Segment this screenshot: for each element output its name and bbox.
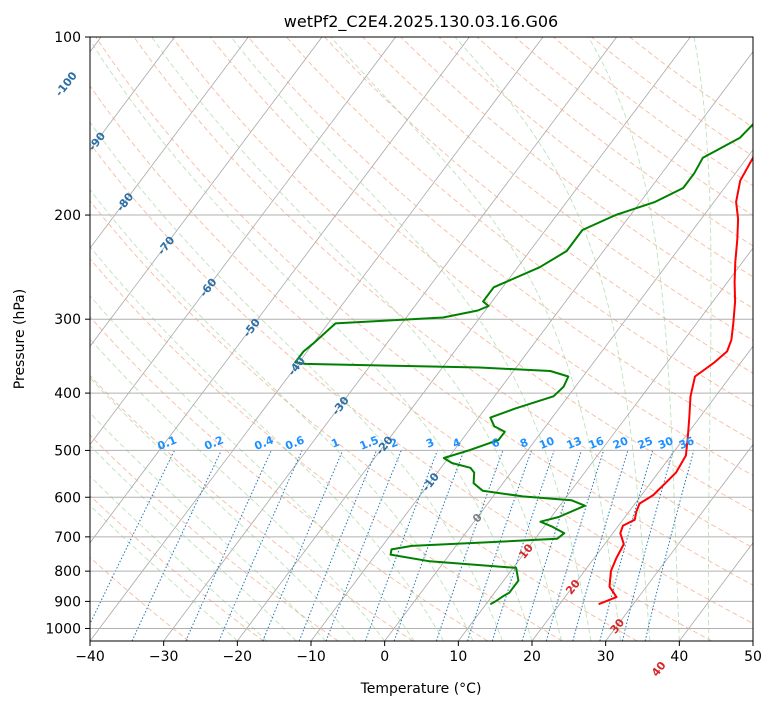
moist-adiabat-line bbox=[454, 37, 651, 641]
moist-adiabat-line bbox=[90, 295, 415, 641]
mixing-ratio-line bbox=[131, 450, 222, 641]
dry-adiabat-line bbox=[90, 200, 638, 641]
dry-adiabat-line bbox=[90, 142, 712, 641]
mixing-ratio-line bbox=[393, 450, 465, 641]
x-tick-label: −40 bbox=[75, 649, 105, 665]
y-tick-label: 300 bbox=[54, 312, 81, 328]
dry-adiabat-line bbox=[90, 316, 488, 641]
y-tick-label: 800 bbox=[54, 564, 81, 580]
mixing-ratio-line bbox=[521, 450, 582, 641]
moist-adiabat-line bbox=[693, 37, 712, 641]
isotherm-line bbox=[90, 37, 470, 544]
x-axis-label: Temperature (°C) bbox=[360, 681, 482, 697]
x-tick-label: −20 bbox=[223, 649, 253, 665]
mixing-ratio-line bbox=[644, 450, 695, 641]
y-tick-label: 700 bbox=[54, 530, 81, 546]
y-axis-label: Pressure (hPa) bbox=[12, 289, 28, 389]
y-tick-label: 200 bbox=[54, 208, 81, 224]
x-tick-label: 40 bbox=[670, 649, 688, 665]
pressure-gridlines bbox=[90, 37, 753, 629]
y-tick-label: 400 bbox=[54, 386, 81, 402]
y-tick-label: 100 bbox=[54, 30, 81, 46]
isotherm-line bbox=[90, 37, 249, 249]
moist-adiabat-line bbox=[230, 37, 592, 641]
isotherm-line bbox=[163, 37, 617, 641]
mixing-ratio-label: 25 bbox=[636, 434, 655, 452]
isotherm-line bbox=[531, 345, 753, 641]
x-tick-label: −30 bbox=[149, 649, 179, 665]
axis-ticks: −40 −30 −20 −10 0 10 20 30 40 50 100 200 300 400 500 60… bbox=[45, 30, 762, 665]
mixing-ratio-label: 13 bbox=[565, 434, 584, 452]
mixing-ratio-label: 36 bbox=[677, 434, 696, 452]
dry-adiabat-line bbox=[133, 37, 753, 549]
dry-adiabat-line bbox=[90, 374, 414, 641]
chart-title: wetPf2_C2E4.2025.130.03.16.G06 bbox=[284, 12, 558, 32]
mixing-ratio-line bbox=[435, 450, 504, 641]
mixing-ratio-label: 2 bbox=[388, 436, 400, 451]
dry-adiabat-line bbox=[209, 37, 753, 477]
mixing-ratio-line bbox=[572, 450, 629, 641]
background-lines bbox=[90, 37, 753, 641]
y-tick-label: 600 bbox=[54, 490, 81, 506]
isotherm-line bbox=[237, 37, 691, 641]
x-tick-label: 20 bbox=[523, 649, 541, 665]
mixing-ratio-line bbox=[325, 450, 402, 641]
mixing-ratio-label: 16 bbox=[587, 434, 606, 452]
x-tick-label: −10 bbox=[296, 649, 326, 665]
mixing-ratio-line bbox=[262, 450, 344, 641]
dewpoint-line bbox=[294, 122, 753, 606]
mixing-ratio-line bbox=[364, 450, 438, 641]
moist-adiabat-line bbox=[90, 504, 238, 641]
dry-adiabat-line bbox=[90, 85, 753, 625]
mixing-ratio-label: 8 bbox=[518, 436, 530, 451]
dry-adiabat-line bbox=[90, 556, 190, 641]
mixing-ratio-line bbox=[491, 450, 555, 641]
mixing-ratio-label: 1 bbox=[329, 436, 341, 451]
moist-adiabat-line bbox=[90, 246, 444, 641]
dry-adiabat-line bbox=[90, 434, 339, 641]
moist-adiabat-line bbox=[151, 37, 562, 641]
moist-adiabat-line bbox=[90, 189, 474, 641]
mixing-ratio-label: 30 bbox=[656, 434, 675, 452]
moist-adiabat-line bbox=[90, 412, 327, 641]
y-tick-label: 500 bbox=[54, 443, 81, 459]
y-tick-label: 900 bbox=[54, 594, 81, 610]
mixing-ratio-line bbox=[599, 450, 654, 641]
moist-adiabat-line bbox=[330, 37, 621, 641]
mixing-ratio-label: 10 bbox=[537, 434, 556, 452]
mixing-ratio-line bbox=[185, 450, 272, 641]
dry-adiabat-line bbox=[90, 258, 563, 641]
plot-frame bbox=[89, 36, 754, 642]
moist-adiabat-line bbox=[588, 37, 680, 641]
mixing-ratio-line bbox=[545, 450, 605, 641]
dry-adiabat-line bbox=[362, 37, 753, 342]
mixing-ratio-line bbox=[467, 450, 532, 641]
profile-series bbox=[294, 122, 753, 606]
isotherm-line bbox=[90, 37, 323, 347]
moist-adiabat-line bbox=[90, 377, 356, 641]
mixing-ratio-line bbox=[298, 450, 377, 641]
moist-adiabat-line bbox=[90, 475, 268, 641]
isotherm-line bbox=[90, 37, 396, 446]
mixing-ratio-label: 3 bbox=[424, 436, 436, 451]
temperature-line bbox=[598, 155, 753, 606]
isotherm-line bbox=[605, 443, 753, 641]
x-tick-label: 50 bbox=[744, 649, 762, 665]
y-tick-label: 1000 bbox=[45, 621, 81, 637]
x-tick-label: 0 bbox=[380, 649, 389, 665]
moist-adiabat-line bbox=[90, 338, 386, 641]
moist-adiabat-line bbox=[90, 39, 533, 641]
mixing-ratio-label: 20 bbox=[611, 434, 630, 452]
moist-adiabat-line bbox=[90, 121, 503, 641]
mixing-ratio-line bbox=[90, 450, 175, 626]
dry-adiabat-line bbox=[400, 37, 753, 309]
isotherm-line bbox=[90, 37, 175, 151]
mixing-ratio-line bbox=[218, 450, 303, 641]
isotherm-line bbox=[384, 149, 753, 641]
x-tick-label: 30 bbox=[597, 649, 615, 665]
isotherm-line bbox=[90, 37, 544, 641]
x-tick-label: 10 bbox=[449, 649, 467, 665]
